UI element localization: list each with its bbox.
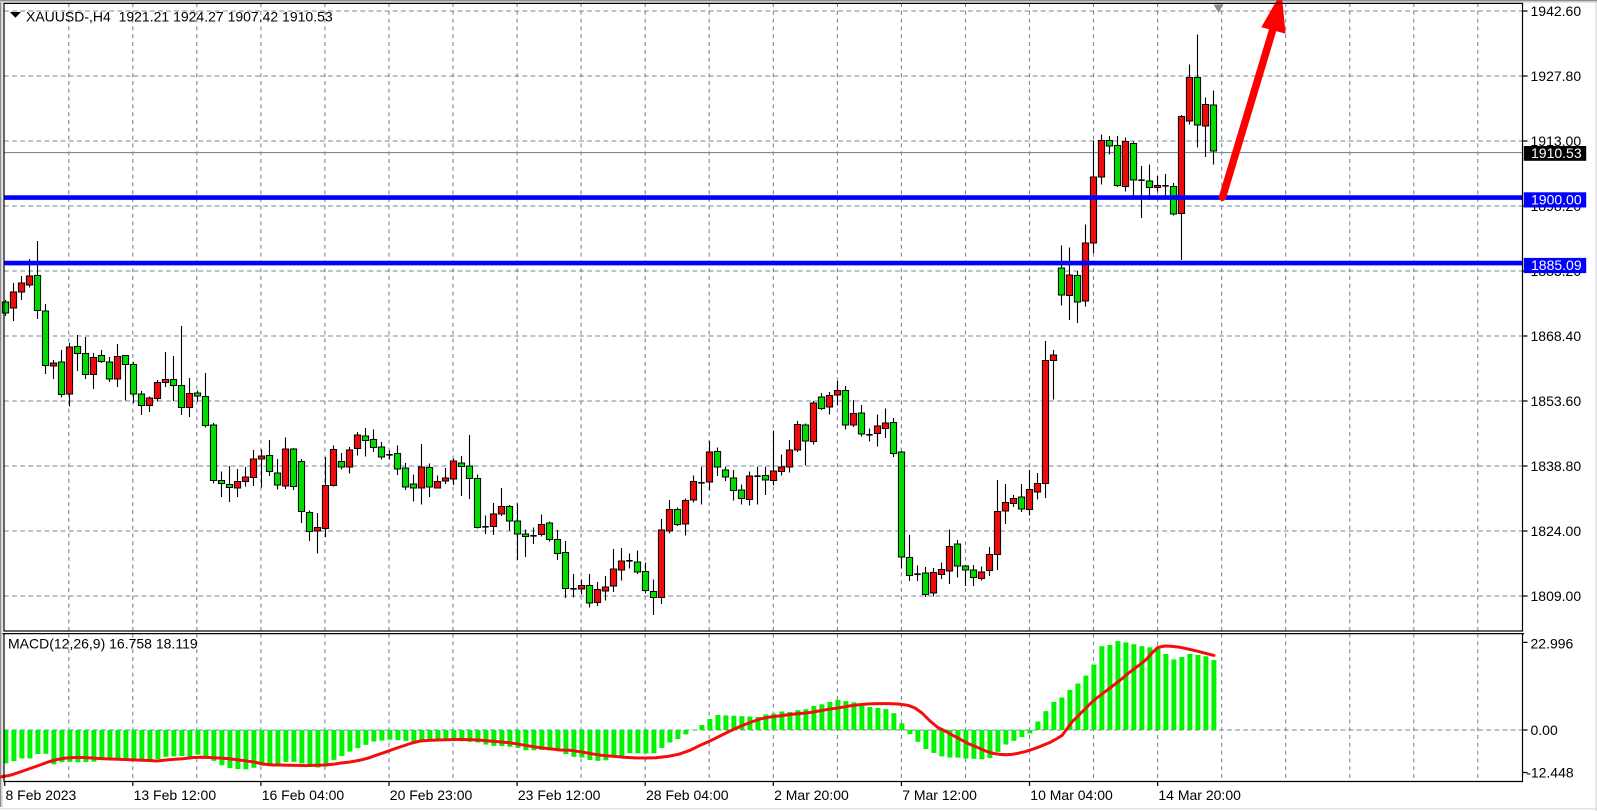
svg-text:8 Feb 2023: 8 Feb 2023: [6, 787, 77, 803]
svg-text:1900.00: 1900.00: [1531, 192, 1582, 208]
svg-text:14 Mar 20:00: 14 Mar 20:00: [1158, 787, 1241, 803]
svg-text:20 Feb 23:00: 20 Feb 23:00: [390, 787, 473, 803]
svg-text:1885.09: 1885.09: [1531, 257, 1582, 273]
svg-text:1942.60: 1942.60: [1531, 3, 1582, 19]
svg-text:1910.53: 1910.53: [1531, 145, 1582, 161]
svg-text:1809.00: 1809.00: [1531, 588, 1582, 604]
svg-text:1868.40: 1868.40: [1531, 328, 1582, 344]
svg-text:-12.448: -12.448: [1526, 765, 1574, 781]
svg-text:1838.80: 1838.80: [1531, 458, 1582, 474]
svg-text:1824.00: 1824.00: [1531, 523, 1582, 539]
svg-text:10 Mar 04:00: 10 Mar 04:00: [1030, 787, 1113, 803]
svg-text:1913.00: 1913.00: [1531, 133, 1582, 149]
svg-text:23 Feb 12:00: 23 Feb 12:00: [518, 787, 601, 803]
svg-text:7 Mar 12:00: 7 Mar 12:00: [902, 787, 977, 803]
svg-text:28 Feb 04:00: 28 Feb 04:00: [646, 787, 729, 803]
svg-text:16 Feb 04:00: 16 Feb 04:00: [262, 787, 345, 803]
svg-text:1927.80: 1927.80: [1531, 68, 1582, 84]
svg-text:2 Mar 20:00: 2 Mar 20:00: [774, 787, 849, 803]
svg-text:0.00: 0.00: [1531, 722, 1558, 738]
svg-text:MACD(12,26,9) 16.758 18.119: MACD(12,26,9) 16.758 18.119: [8, 636, 198, 652]
svg-text:13 Feb 12:00: 13 Feb 12:00: [134, 787, 217, 803]
svg-text:XAUUSD-,H4 1921.21 1924.27 19: XAUUSD-,H4 1921.21 1924.27 1907.42 1910.…: [26, 9, 333, 25]
svg-text:1853.60: 1853.60: [1531, 393, 1582, 409]
svg-text:22.996: 22.996: [1531, 636, 1574, 652]
